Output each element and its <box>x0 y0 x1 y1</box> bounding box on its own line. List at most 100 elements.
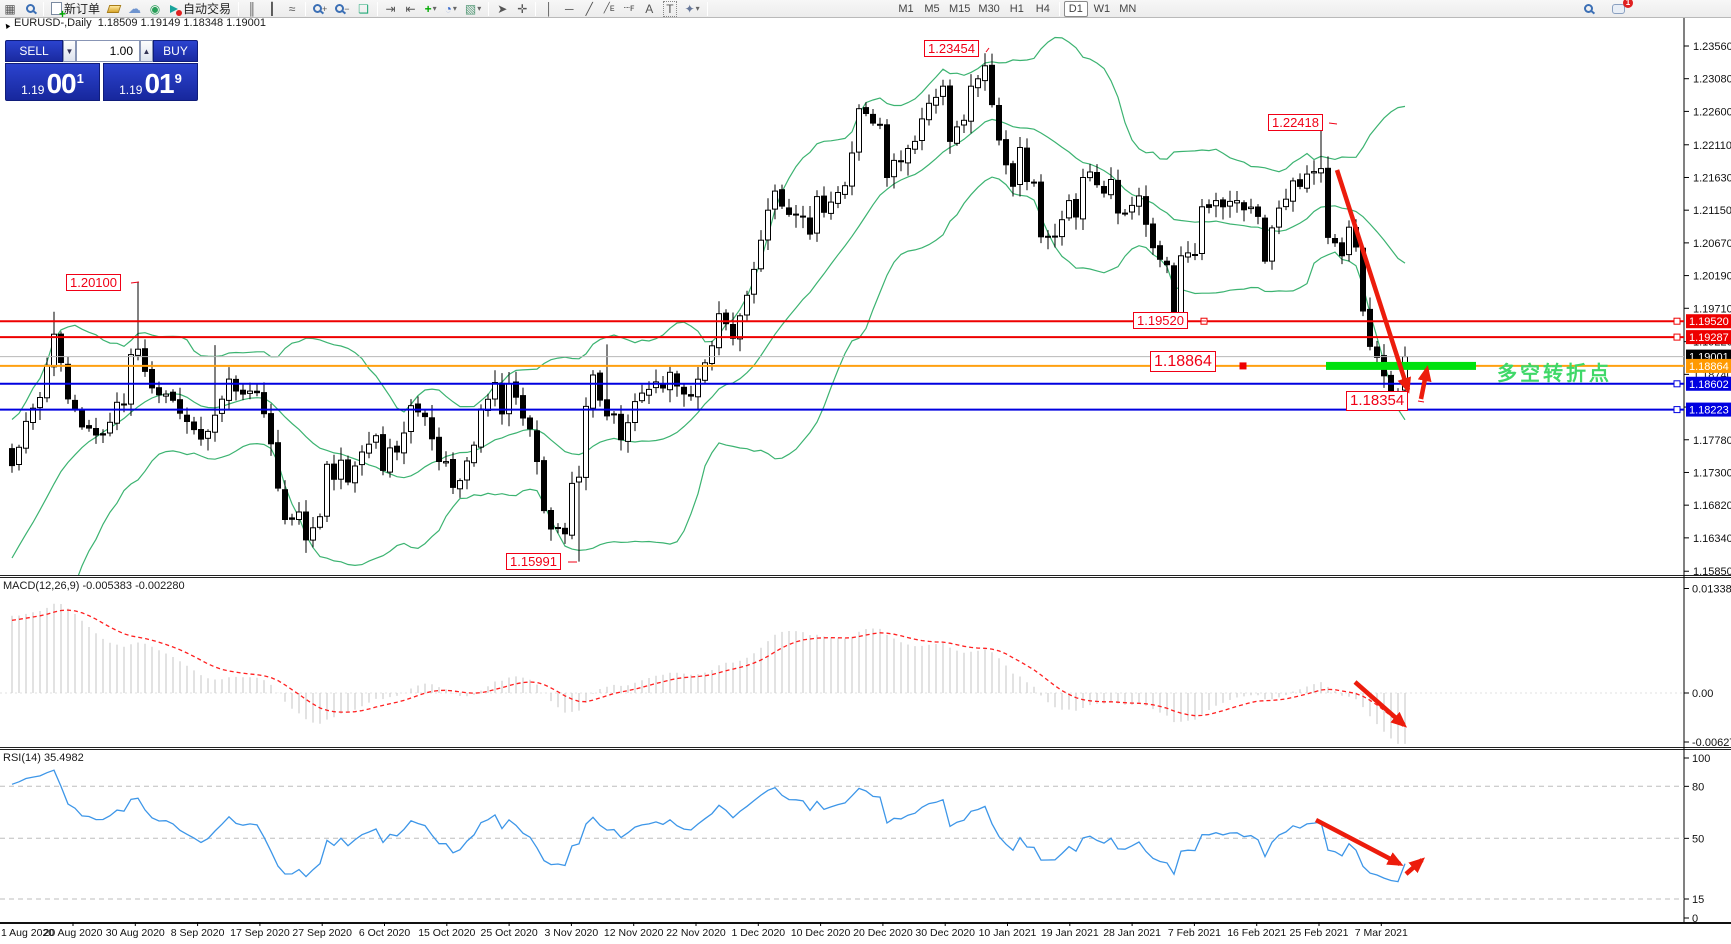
chart-shift-icon[interactable]: ⇤ <box>405 1 416 16</box>
macd-indicator-label: MACD(12,26,9) -0.005383 -0.002280 <box>3 580 185 592</box>
toolbar-separator <box>488 1 490 16</box>
ask-sup-digit: 9 <box>174 71 182 86</box>
bid-big-digits: 00 <box>46 68 76 99</box>
notifications-chat-icon[interactable]: 1 <box>1609 0 1633 17</box>
price-label-1.18354[interactable]: 1.18354 <box>1346 391 1409 411</box>
horizontal-line-tool[interactable]: ─ <box>564 1 574 16</box>
arrows-tool-menu[interactable]: ✦ ▾ <box>684 1 700 16</box>
toolbar: ▦ 新订单 ☁ ◉ 自动交易 ║ ┃ ≈ + − ❏ ⇥ ⇤ +▾ ◔▾ ▧▾ … <box>0 0 1731 19</box>
svg-text:1.18864: 1.18864 <box>1689 361 1729 373</box>
vertical-line-tool[interactable]: │ <box>545 1 553 16</box>
svg-text:15: 15 <box>1692 894 1704 906</box>
zoom-in-icon[interactable]: + <box>310 1 330 17</box>
signals-icon[interactable]: ◉ <box>149 1 161 16</box>
one-click-trading-panel: SELL ▼ 1.00 ▲ BUY 1.19 00 1 1.19 01 9 <box>5 40 198 101</box>
rsi-pane <box>0 769 1684 900</box>
svg-text:1 Dec 2020: 1 Dec 2020 <box>731 927 785 939</box>
market-depth-icon[interactable] <box>105 1 123 17</box>
auto-trading-button[interactable]: 自动交易 <box>166 1 234 17</box>
svg-text:0.00: 0.00 <box>1692 688 1713 700</box>
sell-button[interactable]: SELL <box>5 40 63 62</box>
channel-tool[interactable]: ╱ᴇ <box>603 3 615 14</box>
fibonacci-tool[interactable]: ┈ꜰ <box>623 3 635 14</box>
svg-text:10 Jan 2021: 10 Jan 2021 <box>979 927 1037 939</box>
ask-big-digits: 01 <box>144 68 174 99</box>
ask-price-button[interactable]: 1.19 01 9 <box>103 63 198 101</box>
templates-menu[interactable]: ▧ ▾ <box>464 1 482 16</box>
svg-text:1.19710: 1.19710 <box>1693 303 1731 315</box>
candle-chart-mode-icon[interactable]: ┃ <box>268 1 276 16</box>
new-order-icon <box>51 2 66 19</box>
notification-badge: 1 <box>1623 0 1633 8</box>
trendline-tool[interactable]: ╱ <box>585 1 593 16</box>
volume-decrease-button[interactable]: ▼ <box>63 40 76 62</box>
svg-text:1.19520: 1.19520 <box>1689 316 1729 328</box>
svg-text:1.20670: 1.20670 <box>1693 238 1731 250</box>
text-label-tool[interactable]: T <box>660 0 679 17</box>
svg-text:1.18223: 1.18223 <box>1689 405 1729 417</box>
svg-text:25 Feb 2021: 25 Feb 2021 <box>1290 927 1349 939</box>
indicators-menu[interactable]: + ▾ <box>424 1 437 16</box>
price-label-1.22418[interactable]: 1.22418 <box>1268 114 1323 131</box>
zoom-out-icon[interactable]: − <box>332 1 352 17</box>
toolbar-separator <box>305 1 307 16</box>
turning-point-annotation[interactable]: 多空转折点 <box>1497 363 1612 385</box>
crosshair-tool[interactable]: ✛ <box>517 1 528 16</box>
svg-text:1.18602: 1.18602 <box>1689 379 1729 391</box>
chart-title: EURUSD-,Daily 1.18509 1.19149 1.18348 1.… <box>14 17 266 29</box>
tf-d1[interactable]: D1 <box>1063 0 1088 17</box>
bar-chart-mode-icon[interactable]: ║ <box>247 1 257 16</box>
svg-text:0: 0 <box>1692 913 1698 925</box>
svg-text:8 Sep 2020: 8 Sep 2020 <box>171 927 225 939</box>
chart-background <box>0 18 1731 944</box>
svg-text:1.16340: 1.16340 <box>1693 533 1731 545</box>
bid-price-button[interactable]: 1.19 00 1 <box>5 63 100 101</box>
svg-text:12 Nov 2020: 12 Nov 2020 <box>604 927 664 939</box>
toolbar-separator <box>1058 1 1060 16</box>
rsi-indicator-label: RSI(14) 35.4982 <box>3 752 84 764</box>
tile-windows-icon[interactable]: ❏ <box>358 1 369 16</box>
line-chart-mode-icon[interactable]: ≈ <box>288 1 296 16</box>
svg-text:1 Aug 2020: 1 Aug 2020 <box>1 927 54 939</box>
tf-m15[interactable]: M15 <box>949 2 971 15</box>
text-tool[interactable]: A <box>645 1 654 16</box>
volume-input[interactable]: 1.00 <box>76 40 140 62</box>
price-label-1.19520[interactable]: 1.19520 <box>1133 312 1188 329</box>
volume-increase-button[interactable]: ▲ <box>140 40 153 62</box>
price-label-1.20100[interactable]: 1.20100 <box>66 274 121 291</box>
publish-icon[interactable]: ☁ <box>128 0 142 16</box>
label-tails <box>130 47 1425 563</box>
svg-text:1.19287: 1.19287 <box>1689 332 1729 344</box>
periods-menu[interactable]: ◔ ▾ <box>444 1 457 16</box>
chart-window-icon[interactable]: ▦ <box>4 1 16 16</box>
price-label-1.23454[interactable]: 1.23454 <box>924 40 979 57</box>
toolbar-separator <box>535 1 537 16</box>
zoom-preview-icon[interactable] <box>21 1 39 17</box>
new-order-button[interactable]: 新订单 <box>48 1 103 19</box>
svg-text:15 Oct 2020: 15 Oct 2020 <box>418 927 475 939</box>
trend-arrows[interactable] <box>1314 169 1432 876</box>
tf-mn[interactable]: MN <box>1119 2 1137 15</box>
price-label-1.15991[interactable]: 1.15991 <box>506 553 561 570</box>
svg-text:3 Nov 2020: 3 Nov 2020 <box>545 927 599 939</box>
auto-scroll-icon[interactable]: ⇥ <box>385 1 396 16</box>
svg-text:19 Jan 2021: 19 Jan 2021 <box>1041 927 1099 939</box>
svg-text:1.16820: 1.16820 <box>1693 500 1731 512</box>
search-icon[interactable] <box>1579 1 1597 17</box>
tf-h4[interactable]: H4 <box>1035 2 1050 15</box>
svg-text:22 Nov 2020: 22 Nov 2020 <box>666 927 726 939</box>
price-label-1.18864[interactable]: 1.18864 <box>1150 351 1216 372</box>
tf-w1[interactable]: W1 <box>1093 2 1111 15</box>
svg-text:20 Dec 2020: 20 Dec 2020 <box>853 927 913 939</box>
toolbar-separator <box>706 1 708 16</box>
tf-h1[interactable]: H1 <box>1009 2 1024 15</box>
tf-m1[interactable]: M1 <box>898 2 914 15</box>
cursor-tool[interactable]: ➤ <box>497 1 508 16</box>
buy-button[interactable]: BUY <box>153 40 198 62</box>
price-axis[interactable]: 1.23560 1.23080 1.22600 1.22110 1.21630 1.211… <box>1684 41 1731 925</box>
tf-m5[interactable]: M5 <box>924 2 940 15</box>
tf-m30[interactable]: M30 <box>978 2 1000 15</box>
